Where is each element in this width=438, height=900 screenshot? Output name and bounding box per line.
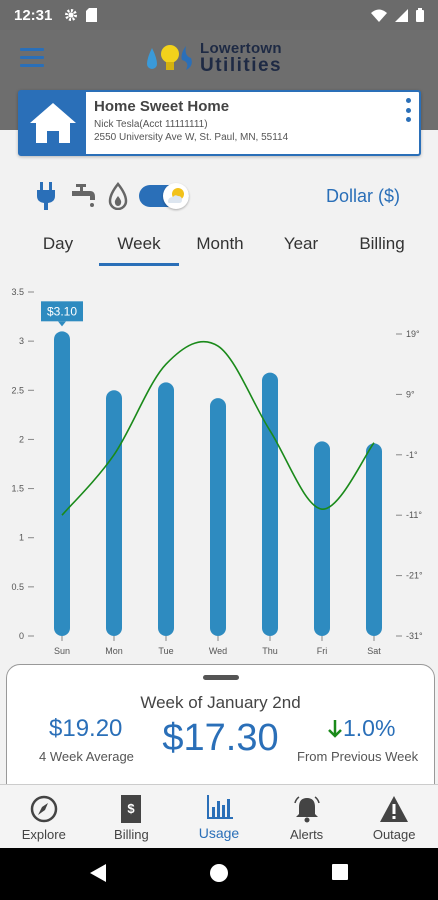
bar <box>210 398 226 636</box>
utility-selector: Dollar ($) <box>0 178 438 214</box>
x-axis-tick-label: Tue <box>158 646 173 656</box>
x-axis-tick-label: Fri <box>317 646 328 656</box>
y-axis-tick-label: 0 <box>19 631 24 641</box>
nav-billing-label: Billing <box>114 827 149 842</box>
account-name: Home Sweet Home <box>94 98 230 115</box>
nav-usage[interactable]: Usage <box>175 785 263 848</box>
more-options-icon[interactable] <box>403 98 413 122</box>
y-axis-tick-label: 0.5 <box>11 582 24 592</box>
wifi-icon <box>371 9 387 22</box>
bar-chart-icon <box>206 795 233 819</box>
system-navigation-bar <box>0 848 438 900</box>
account-address: 2550 University Ave W, St. Paul, MN, 551… <box>94 132 289 143</box>
electric-plug-icon[interactable] <box>36 182 56 210</box>
highlight-tooltip <box>41 301 83 322</box>
recents-icon[interactable] <box>332 864 348 880</box>
y-axis-tick-label: 1.5 <box>11 484 24 494</box>
logo-drops-icon <box>147 45 192 70</box>
status-bar: 12:31 <box>0 0 438 30</box>
bar <box>314 441 330 636</box>
svg-text:$: $ <box>128 801 136 816</box>
drag-handle[interactable] <box>203 675 239 680</box>
y2-axis-tick-label: -1° <box>406 450 418 460</box>
total-value: $17.30 <box>162 717 279 759</box>
nav-outage-label: Outage <box>372 827 416 842</box>
signal-icon <box>395 8 408 22</box>
nav-explore-label: Explore <box>21 827 66 842</box>
nav-billing[interactable]: $ Billing <box>88 785 176 848</box>
weather-overlay-toggle[interactable] <box>139 183 189 209</box>
bar <box>158 382 174 636</box>
back-icon[interactable] <box>90 864 106 882</box>
summary-week-label: Week of January 2nd <box>140 693 301 712</box>
x-axis-tick-label: Wed <box>209 646 227 656</box>
tab-week[interactable]: Week <box>99 228 179 266</box>
temperature-line <box>61 341 375 516</box>
tab-year[interactable]: Year <box>283 234 319 253</box>
average-value: $19.20 <box>49 715 123 742</box>
sd-card-icon <box>86 8 98 22</box>
highlight-tooltip-pointer <box>58 321 66 327</box>
hamburger-menu-icon[interactable] <box>20 48 44 68</box>
tab-day[interactable]: Day <box>42 234 74 253</box>
change-label: From Previous Week <box>297 749 419 764</box>
nav-alerts[interactable]: Alerts <box>263 785 351 848</box>
account-holder: Nick Tesla(Acct 11111111) <box>94 119 208 130</box>
home-icon[interactable] <box>210 864 228 882</box>
house-icon <box>20 92 86 154</box>
utility-logo: Lowertown Utilities <box>144 40 282 76</box>
average-label: 4 Week Average <box>39 749 134 764</box>
nav-explore[interactable]: Explore <box>0 785 88 848</box>
y2-axis-tick-label: -21° <box>406 571 423 581</box>
usage-chart: 0 0.5 1 1.5 2 2.5 3 3.5 -31° -21° -11° -1° 9° 19° Sun M… <box>11 287 423 656</box>
bar <box>54 331 70 636</box>
battery-icon <box>416 8 424 22</box>
x-axis-tick-label: Thu <box>262 646 278 656</box>
gas-flame-icon[interactable] <box>108 182 128 210</box>
bar <box>366 443 382 636</box>
bar <box>106 390 122 636</box>
y2-axis-tick-label: -11° <box>406 510 422 520</box>
y-axis-tick-label: 2 <box>19 434 24 444</box>
change-value: 1.0% <box>343 715 396 741</box>
period-tabs: Day Week Month Year Billing <box>0 228 438 266</box>
warning-icon <box>380 796 409 822</box>
y2-axis-tick-label: 19° <box>406 329 420 339</box>
y-axis-tick-label: 2.5 <box>11 385 24 395</box>
x-axis-tick-label: Mon <box>105 646 123 656</box>
y-axis-tick-label: 1 <box>19 533 24 543</box>
bill-icon: $ <box>121 795 142 823</box>
y2-axis-tick-label: -31° <box>406 631 423 641</box>
bell-icon <box>293 796 320 823</box>
y-axis-tick-label: 3 <box>19 336 24 346</box>
gear-icon <box>65 9 78 21</box>
x-axis-tick-label: Sun <box>54 646 70 656</box>
arrow-down-icon <box>328 719 342 738</box>
usage-summary-panel: Week of January 2nd $19.20 4 Week Averag… <box>6 664 435 794</box>
y2-axis-tick-label: 9° <box>406 389 415 399</box>
tab-month[interactable]: Month <box>196 234 244 253</box>
nav-outage[interactable]: Outage <box>350 785 438 848</box>
nav-usage-label: Usage <box>198 825 240 841</box>
status-time: 12:31 <box>14 6 53 24</box>
water-faucet-icon[interactable] <box>70 182 96 210</box>
compass-icon <box>30 795 58 823</box>
bottom-navigation: Explore $ Billing Usage Alerts Outage <box>0 784 438 848</box>
y-axis-tick-label: 3.5 <box>11 287 24 297</box>
account-card[interactable]: Home Sweet Home Nick Tesla(Acct 11111111… <box>18 90 421 156</box>
nav-alerts-label: Alerts <box>289 827 324 842</box>
x-axis-tick-label: Sat <box>367 646 381 656</box>
tab-billing[interactable]: Billing <box>359 234 405 253</box>
logo-line1: Lowertown <box>200 40 282 57</box>
logo-line2: Utilities <box>200 55 283 76</box>
sun-cloud-icon <box>163 183 189 209</box>
change-value-group: 1.0% <box>327 715 395 742</box>
bar <box>262 372 278 636</box>
currency-selector[interactable]: Dollar ($) <box>325 186 400 206</box>
highlight-value-label: $3.10 <box>47 304 77 318</box>
